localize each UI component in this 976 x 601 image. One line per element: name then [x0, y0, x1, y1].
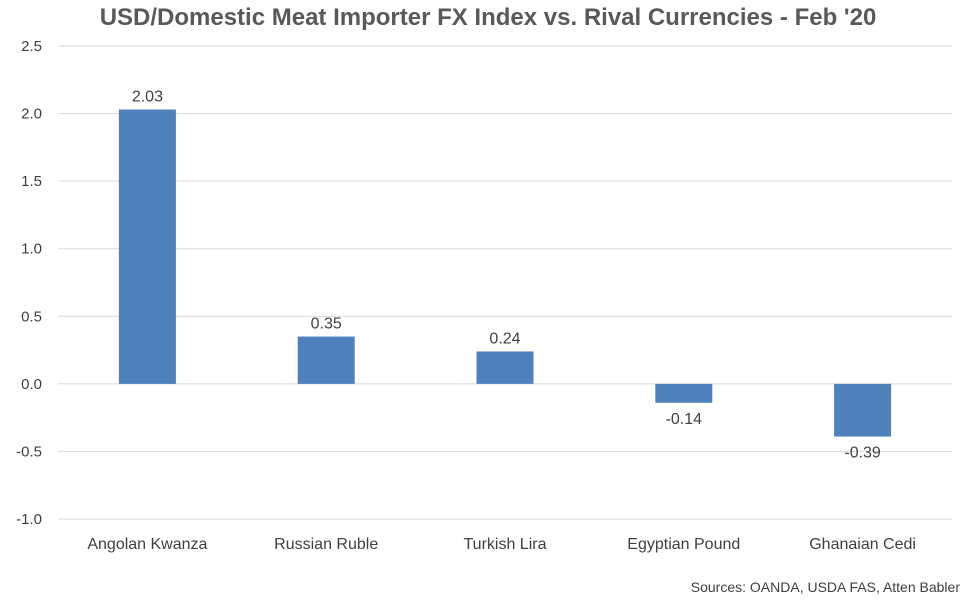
x-axis-ticks: Angolan Kwanza Russian Ruble Turkish Lira E… — [87, 536, 916, 553]
bar — [118, 109, 176, 384]
chart-title: USD/Domestic Meat Importer FX Index vs. … — [99, 4, 877, 31]
data-label: 2.03 — [132, 89, 163, 106]
gridlines — [58, 45, 952, 520]
y-tick-label: 2.5 — [21, 38, 42, 55]
y-tick-label: 1.0 — [21, 241, 42, 258]
x-tick-label: Russian Ruble — [274, 536, 378, 553]
bars — [118, 109, 892, 437]
y-tick-label: -0.5 — [16, 443, 42, 460]
data-label: -0.14 — [666, 411, 703, 428]
data-labels: 2.03 0.35 0.24 -0.14 -0.39 — [132, 89, 881, 462]
source-note: Sources: OANDA, USDA FAS, Atten Babler — [690, 579, 960, 595]
y-tick-label: 2.0 — [21, 106, 42, 123]
data-label: 0.35 — [311, 316, 342, 333]
bar — [834, 383, 892, 437]
bar — [476, 351, 534, 384]
y-tick-label: 0.5 — [21, 308, 42, 325]
y-tick-label: 0.0 — [21, 376, 42, 393]
x-tick-label: Ghanaian Cedi — [809, 536, 916, 553]
data-label: -0.39 — [844, 445, 881, 462]
bar — [297, 336, 355, 384]
bar — [655, 383, 713, 403]
y-tick-label: 1.5 — [21, 173, 42, 190]
data-label: 0.24 — [489, 330, 520, 347]
x-tick-label: Turkish Lira — [464, 536, 547, 553]
y-axis-ticks: 2.5 2.0 1.5 1.0 0.5 0.0 -0.5 -1.0 — [16, 38, 42, 528]
x-tick-label: Egyptian Pound — [627, 536, 740, 553]
y-tick-label: -1.0 — [16, 511, 42, 528]
x-tick-label: Angolan Kwanza — [87, 536, 207, 553]
